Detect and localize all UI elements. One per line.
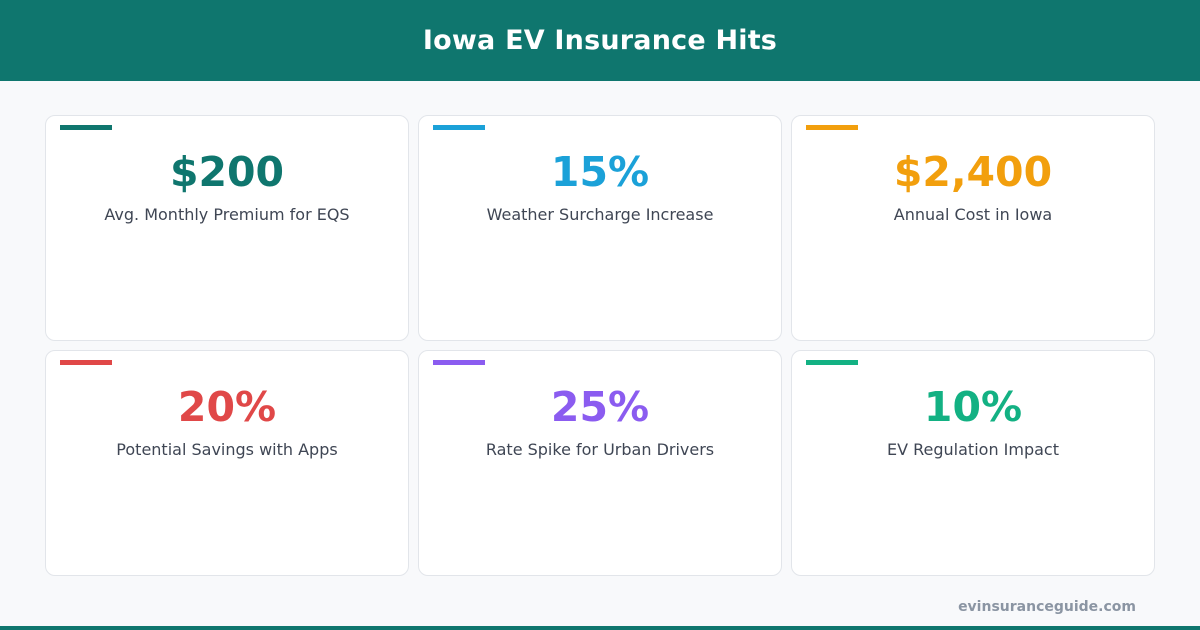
stat-label: Weather Surcharge Increase (419, 204, 781, 226)
card-accent-bar (806, 125, 858, 130)
card-accent-bar (60, 125, 112, 130)
card-accent-bar (433, 125, 485, 130)
stat-card: 15% Weather Surcharge Increase (418, 115, 782, 341)
stats-grid: $200 Avg. Monthly Premium for EQS 15% We… (45, 115, 1155, 576)
stat-card: 20% Potential Savings with Apps (45, 350, 409, 576)
header-bar: Iowa EV Insurance Hits (0, 0, 1200, 81)
stat-label: Potential Savings with Apps (46, 439, 408, 461)
stat-value: 25% (419, 381, 781, 433)
card-accent-bar (60, 360, 112, 365)
page-title: Iowa EV Insurance Hits (423, 25, 777, 56)
footer-site-link[interactable]: evinsuranceguide.com (958, 599, 1136, 615)
bottom-accent-bar (0, 626, 1200, 630)
stat-label: EV Regulation Impact (792, 439, 1154, 461)
stat-label: Annual Cost in Iowa (792, 204, 1154, 226)
card-accent-bar (433, 360, 485, 365)
stat-card: $2,400 Annual Cost in Iowa (791, 115, 1155, 341)
stat-value: 15% (419, 146, 781, 198)
stat-card: 25% Rate Spike for Urban Drivers (418, 350, 782, 576)
stat-card: 10% EV Regulation Impact (791, 350, 1155, 576)
card-accent-bar (806, 360, 858, 365)
stat-value: $200 (46, 146, 408, 198)
stat-label: Rate Spike for Urban Drivers (419, 439, 781, 461)
stat-label: Avg. Monthly Premium for EQS (46, 204, 408, 226)
stat-value: $2,400 (792, 146, 1154, 198)
stat-value: 20% (46, 381, 408, 433)
stat-card: $200 Avg. Monthly Premium for EQS (45, 115, 409, 341)
stat-value: 10% (792, 381, 1154, 433)
